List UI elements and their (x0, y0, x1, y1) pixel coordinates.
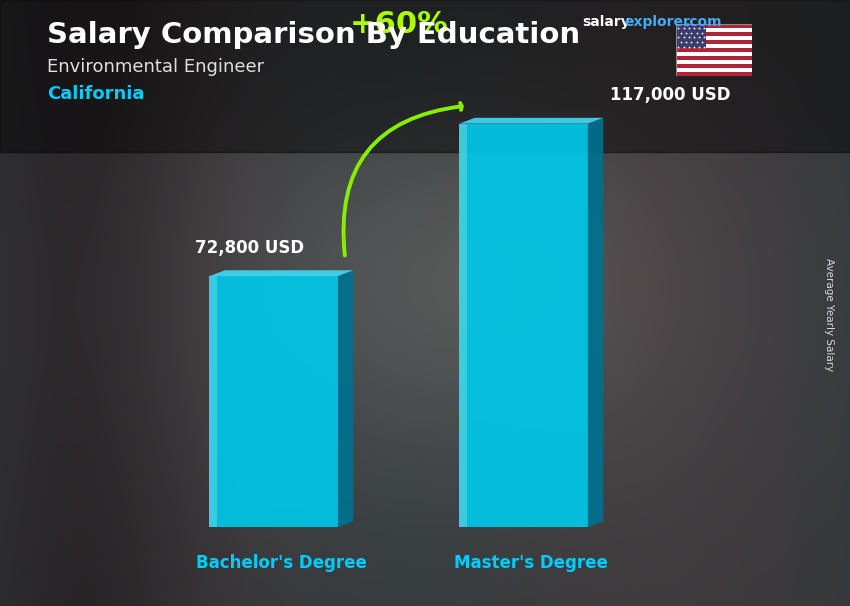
Text: Master's Degree: Master's Degree (455, 554, 609, 572)
Polygon shape (459, 118, 604, 124)
Text: Average Yearly Salary: Average Yearly Salary (824, 259, 834, 371)
Bar (676, 68, 752, 72)
Bar (209, 276, 217, 527)
Bar (676, 36, 752, 40)
Text: Bachelor's Degree: Bachelor's Degree (196, 554, 367, 572)
Text: salary: salary (582, 15, 630, 29)
Bar (676, 52, 752, 56)
Text: Salary Comparison By Education: Salary Comparison By Education (47, 21, 580, 49)
Text: 72,800 USD: 72,800 USD (196, 239, 304, 257)
Text: +60%: +60% (349, 10, 448, 39)
Bar (676, 56, 752, 60)
Bar (676, 24, 706, 48)
Bar (676, 60, 752, 64)
Bar (676, 32, 752, 36)
Text: 117,000 USD: 117,000 USD (610, 87, 731, 104)
Text: Environmental Engineer: Environmental Engineer (47, 58, 264, 76)
Bar (676, 28, 752, 32)
Bar (459, 124, 467, 527)
Bar (676, 24, 752, 28)
Text: explorer: explorer (625, 15, 690, 29)
Bar (0, 0, 850, 152)
Bar (676, 72, 752, 76)
Text: .com: .com (684, 15, 722, 29)
Text: California: California (47, 85, 144, 103)
Polygon shape (338, 270, 354, 527)
Bar (676, 64, 752, 68)
Bar (676, 40, 752, 44)
FancyBboxPatch shape (459, 124, 588, 527)
Bar (676, 44, 752, 48)
FancyBboxPatch shape (209, 276, 338, 527)
Bar (676, 48, 752, 52)
Polygon shape (209, 270, 354, 276)
Polygon shape (588, 118, 604, 527)
